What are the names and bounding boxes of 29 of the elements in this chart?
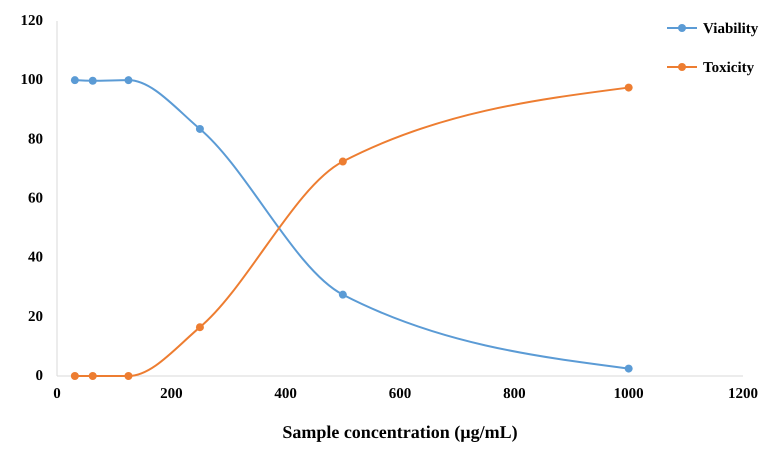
x-tick-label: 800 <box>503 386 526 402</box>
point <box>624 84 633 92</box>
x-tick-label: 0 <box>53 386 61 402</box>
y-tick-label: 20 <box>28 308 43 325</box>
point <box>70 372 79 380</box>
y-tick-label: 40 <box>28 250 43 266</box>
x-tick-label: 200 <box>160 386 183 402</box>
y-tick-label: 60 <box>28 190 43 206</box>
y-tick-label: 0 <box>36 368 43 384</box>
point <box>196 323 204 332</box>
y-tick-label: 80 <box>28 131 43 148</box>
x-tick-label: 1000 <box>614 386 644 402</box>
point <box>338 158 347 166</box>
point <box>88 372 97 380</box>
point <box>124 372 132 380</box>
point <box>196 124 204 133</box>
point <box>624 364 633 373</box>
legend-label: Toxicity <box>703 60 755 76</box>
x-tick-label: 400 <box>274 386 297 402</box>
point <box>70 76 79 84</box>
y-tick-label: 120 <box>20 13 43 29</box>
y-tick-label: 100 <box>20 72 43 88</box>
point <box>88 76 97 85</box>
point <box>124 76 132 84</box>
point <box>338 290 347 299</box>
x-tick-label: 600 <box>388 386 412 402</box>
x-axis-title: Sample concentration (µg/mL) <box>282 422 518 442</box>
x-tick-label: 1200 <box>728 386 758 402</box>
legend-label: Viability <box>703 21 759 37</box>
